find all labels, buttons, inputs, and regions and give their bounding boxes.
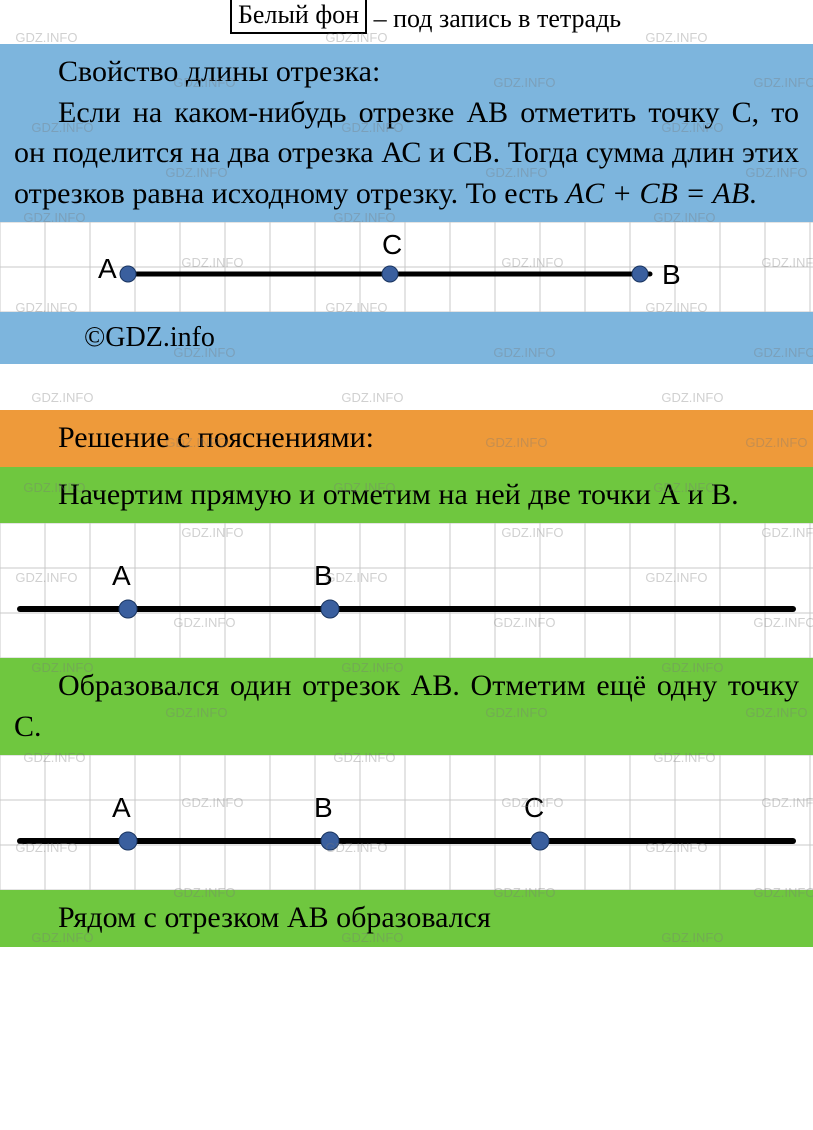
svg-text:C: C (382, 229, 402, 260)
solution-heading-block: Решение с пояснениями: (0, 410, 813, 467)
svg-text:B: B (314, 560, 333, 591)
svg-text:B: B (314, 792, 333, 823)
solution-step-1: Начертим прямую и отметим на ней две точ… (0, 467, 813, 524)
gap-1 (0, 364, 813, 410)
property-title: Свойство длины отрезка: (14, 52, 799, 93)
solution-step-1-text: Начертим прямую и отметим на ней две точ… (14, 475, 799, 516)
property-formula: AC + CB = AB (566, 177, 749, 210)
solution-step-2: Образовался один отрезок АВ. Отметим ещё… (0, 658, 813, 755)
svg-text:A: A (112, 560, 131, 591)
copyright-block: ©GDZ.info (0, 312, 813, 364)
top-hint-line: Белый фон – под запись в тетрадь (0, 0, 813, 44)
solution-step-3: Рядом с отрезком АВ образовался (0, 890, 813, 947)
property-body-part2: . (749, 177, 757, 210)
svg-text:A: A (112, 792, 131, 823)
solution-step-2-text: Образовался один отрезок АВ. Отметим ещё… (14, 666, 799, 747)
svg-text:A: A (98, 253, 117, 284)
diagram-1: ACB (0, 222, 813, 312)
property-block: Свойство длины отрезка: Если на каком-ни… (0, 44, 813, 222)
top-boxed-text: Белый фон (230, 0, 367, 34)
svg-text:B: B (662, 259, 681, 290)
diagram-2: AB (0, 523, 813, 658)
solution-step-3-text: Рядом с отрезком АВ образовался (14, 898, 799, 939)
property-body: Если на каком-нибудь отрезке АВ отметить… (14, 93, 799, 215)
top-rest-text: – под запись в тетрадь (367, 4, 621, 33)
solution-heading: Решение с пояснениями: (14, 418, 799, 459)
svg-text:C: C (524, 792, 544, 823)
copyright-text: ©GDZ.info (14, 316, 799, 360)
diagram-3: A B C (0, 755, 813, 890)
